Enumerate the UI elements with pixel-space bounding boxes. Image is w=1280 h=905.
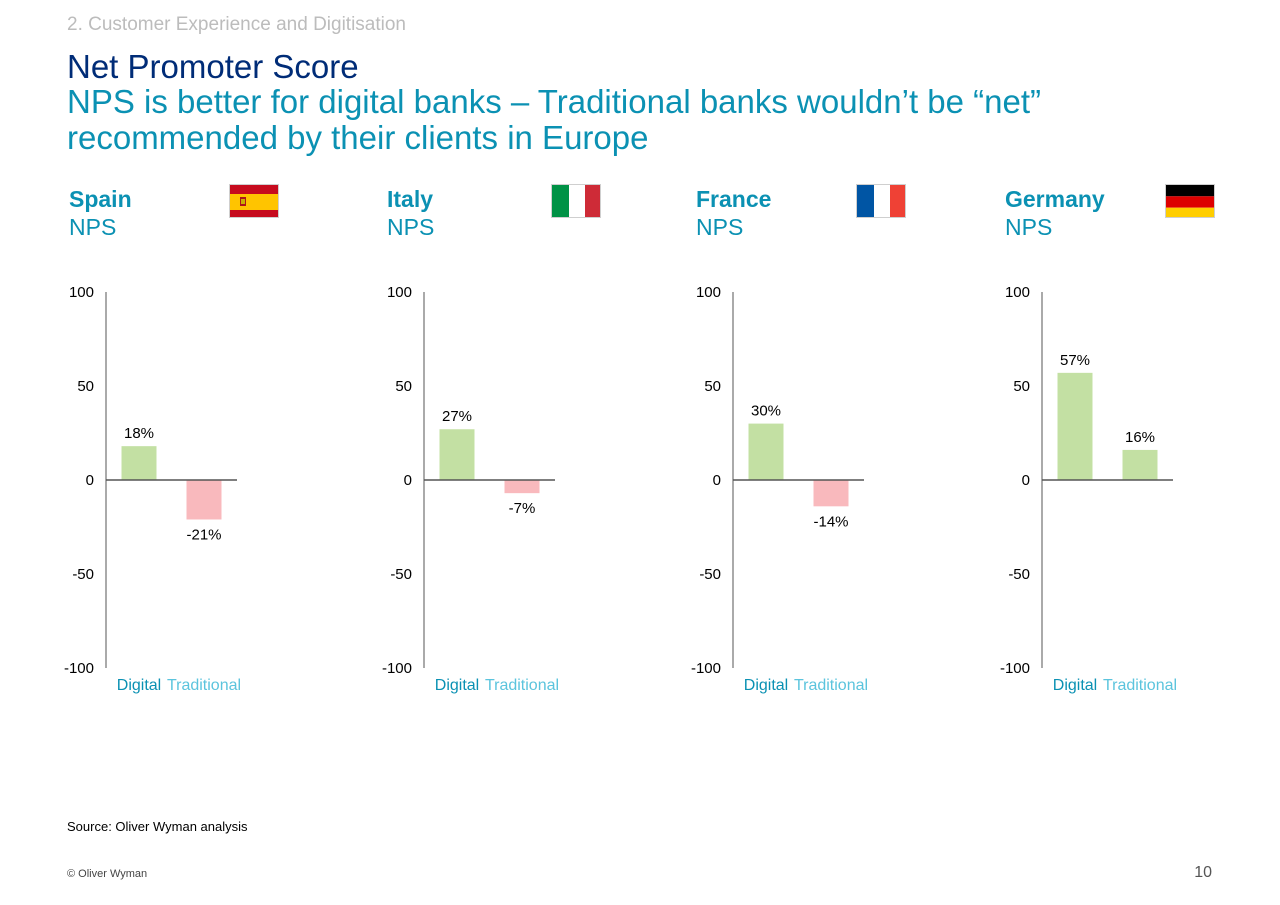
y-tick-label: -100 — [64, 660, 94, 677]
source-note: Source: Oliver Wyman analysis — [67, 819, 248, 834]
nps-chart: 100 50 0 -50 -100 57% 16% Digital Traditional — [1000, 284, 1177, 694]
bar-digital — [748, 423, 784, 480]
data-label: 57% — [1060, 352, 1090, 369]
nps-chart: 100 50 0 -50 -100 30% -14% Digital Traditional — [691, 284, 868, 694]
page-title: Net Promoter Score — [67, 48, 359, 85]
chart-panel-germany: Germany NPS 100 50 0 -50 -100 57% 16% Digital Tr… — [1000, 180, 1280, 710]
bar-traditional — [504, 480, 540, 494]
page-number: 10 — [1194, 864, 1212, 881]
chart-panel-italy: Italy NPS 100 50 0 -50 -100 27% -7% Digital Trad… — [382, 180, 685, 710]
y-tick-label: 0 — [86, 472, 94, 489]
chart-panel-spain: Spain NPS 100 50 0 -50 -100 18% -21% Digital Tra… — [64, 180, 367, 710]
italy-flag-icon — [551, 184, 601, 218]
y-tick-label: -50 — [1008, 566, 1030, 583]
y-tick-label: 50 — [704, 378, 721, 395]
data-label: 16% — [1125, 429, 1155, 446]
bar-traditional — [186, 480, 222, 520]
y-tick-label: 0 — [404, 472, 412, 489]
y-tick-label: -50 — [390, 566, 412, 583]
y-tick-label: 100 — [696, 284, 721, 301]
y-tick-label: 50 — [1013, 378, 1030, 395]
data-label: -7% — [509, 500, 536, 517]
nps-chart: 100 50 0 -50 -100 18% -21% Digital Traditional — [64, 284, 241, 694]
category-label-digital: Digital — [435, 677, 479, 694]
bar-digital — [439, 429, 475, 480]
y-tick-label: 0 — [713, 472, 721, 489]
bar-digital — [121, 446, 157, 480]
category-label-digital: Digital — [1053, 677, 1097, 694]
y-tick-label: -50 — [699, 566, 721, 583]
country-name: Italy — [387, 186, 434, 212]
copyright: © Oliver Wyman — [67, 868, 148, 880]
country-name: France — [696, 186, 772, 212]
metric-label: NPS — [69, 214, 117, 240]
category-label-traditional: Traditional — [167, 677, 241, 694]
y-tick-label: -100 — [382, 660, 412, 677]
data-label: 30% — [751, 403, 781, 420]
france-flag-icon — [856, 184, 906, 218]
category-label-digital: Digital — [117, 677, 161, 694]
data-label: 27% — [442, 408, 472, 425]
country-name: Spain — [69, 186, 132, 212]
category-label-traditional: Traditional — [1103, 677, 1177, 694]
category-label-traditional: Traditional — [794, 677, 868, 694]
y-tick-label: 100 — [387, 284, 412, 301]
data-label: 18% — [124, 425, 154, 442]
metric-label: NPS — [1005, 214, 1053, 240]
y-tick-label: -100 — [691, 660, 721, 677]
data-label: -21% — [186, 526, 221, 543]
metric-label: NPS — [387, 214, 435, 240]
country-name: Germany — [1005, 186, 1105, 212]
y-tick-label: 50 — [77, 378, 94, 395]
category-label-traditional: Traditional — [485, 677, 559, 694]
germany-flag-icon — [1165, 184, 1215, 218]
spain-flag-icon — [229, 184, 279, 218]
section-label: 2. Customer Experience and Digitisation — [67, 14, 407, 35]
bar-traditional — [1122, 449, 1158, 480]
metric-label: NPS — [696, 214, 744, 240]
y-tick-label: 100 — [1005, 284, 1030, 301]
y-tick-label: -100 — [1000, 660, 1030, 677]
nps-chart: 100 50 0 -50 -100 27% -7% Digital Traditional — [382, 284, 559, 694]
y-tick-label: -50 — [72, 566, 94, 583]
data-label: -14% — [813, 513, 848, 530]
y-tick-label: 100 — [69, 284, 94, 301]
y-tick-label: 50 — [395, 378, 412, 395]
category-label-digital: Digital — [744, 677, 788, 694]
bar-traditional — [813, 480, 849, 507]
bar-digital — [1057, 372, 1093, 480]
chart-panel-france: France NPS 100 50 0 -50 -100 30% -14% Digital Tr… — [691, 180, 994, 710]
y-tick-label: 0 — [1022, 472, 1030, 489]
page-subtitle: NPS is better for digital banks – Tradit… — [67, 83, 1042, 156]
